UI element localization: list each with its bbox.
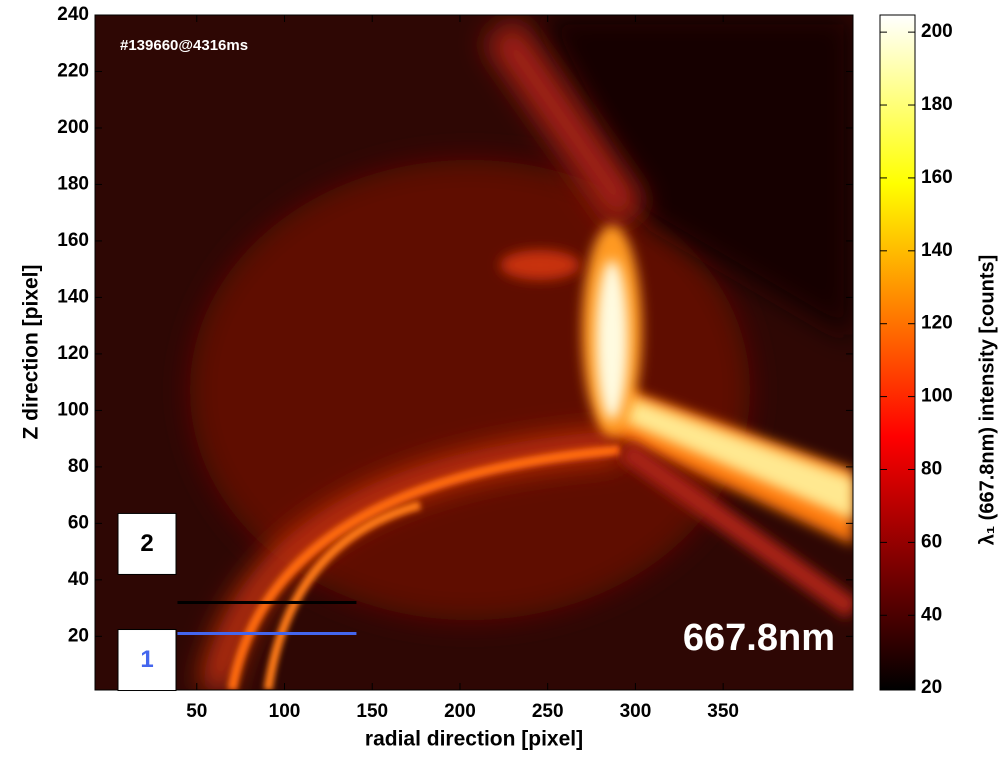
wavelength-label: 667.8nm: [683, 617, 835, 659]
x-tick-label: 250: [532, 701, 564, 722]
y-tick-label: 100: [57, 399, 89, 420]
colorbar-tick-label: 180: [921, 94, 953, 115]
colorbar: [879, 14, 916, 691]
y-tick-label: 200: [57, 117, 89, 138]
x-tick-label: 300: [620, 701, 652, 722]
colorbar-label: λ₁ (667.8nm) intensity [counts]: [976, 255, 998, 546]
colorbar-tick-label: 160: [921, 167, 953, 188]
colorbar-tick-label: 140: [921, 240, 953, 261]
x-tick-label: 100: [269, 701, 301, 722]
y-axis-label: Z direction [pixel]: [20, 264, 43, 439]
profile-label-box: [117, 512, 177, 575]
profile-label: 2: [140, 530, 153, 557]
colorbar-tick-label: 200: [921, 21, 953, 42]
colorbar-tick-label: 120: [921, 313, 953, 334]
y-tick-label: 40: [68, 569, 89, 590]
x-tick-label: 50: [186, 701, 207, 722]
colorbar-tick-label: 60: [921, 531, 942, 552]
x-tick-label: 200: [444, 701, 476, 722]
y-tick-label: 220: [57, 61, 89, 82]
x-tick-label: 350: [707, 701, 739, 722]
shot-annotation: #139660@4316ms: [120, 37, 248, 54]
y-tick-label: 80: [68, 456, 89, 477]
x-tick-label: 150: [356, 701, 388, 722]
y-tick-label: 140: [57, 286, 89, 307]
profile-label-box: [117, 629, 177, 692]
y-tick-label: 160: [57, 230, 89, 251]
profile-label: 1: [140, 646, 153, 673]
x-axis-label: radial direction [pixel]: [365, 728, 583, 751]
colorbar-tick-label: 80: [921, 459, 942, 480]
plot-frame: [94, 14, 854, 691]
y-tick-label: 120: [57, 343, 89, 364]
y-tick-label: 180: [57, 173, 89, 194]
colorbar-tick-label: 100: [921, 386, 953, 407]
y-tick-label: 60: [68, 512, 89, 533]
colorbar-tick-label: 40: [921, 604, 942, 625]
y-tick-label: 20: [68, 625, 89, 646]
heatmap-image: [95, 15, 853, 690]
colorbar-tick-label: 20: [921, 677, 942, 698]
y-tick-label: 240: [57, 4, 89, 25]
